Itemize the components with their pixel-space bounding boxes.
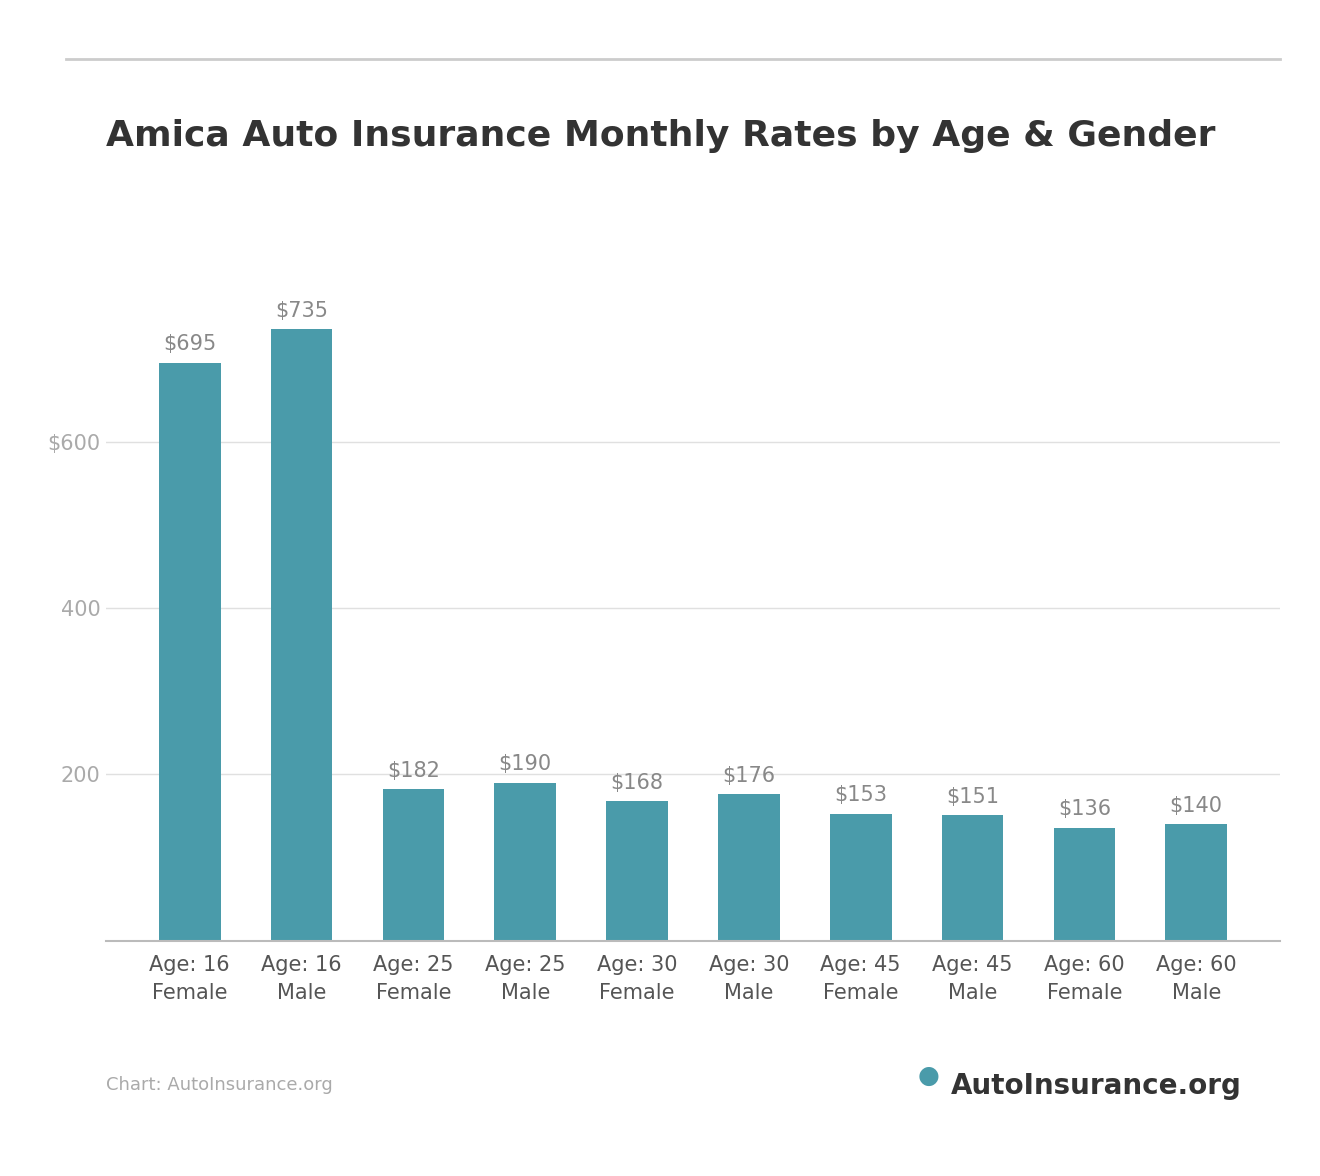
Text: $182: $182	[387, 761, 440, 781]
Text: $176: $176	[722, 766, 775, 786]
Text: $153: $153	[834, 786, 887, 806]
Bar	[383, 789, 444, 941]
Bar	[718, 795, 780, 941]
Text: $190: $190	[499, 755, 552, 775]
Text: $735: $735	[275, 301, 329, 321]
Bar	[942, 815, 1003, 941]
Text: ●: ●	[917, 1064, 940, 1088]
Bar	[830, 814, 891, 941]
Text: $695: $695	[164, 334, 216, 354]
Text: $140: $140	[1170, 796, 1222, 816]
Text: AutoInsurance.org: AutoInsurance.org	[950, 1071, 1241, 1100]
Bar	[495, 783, 556, 941]
Bar	[271, 329, 333, 941]
Text: $136: $136	[1057, 800, 1111, 820]
Text: Chart: AutoInsurance.org: Chart: AutoInsurance.org	[106, 1076, 333, 1094]
Bar	[606, 801, 668, 941]
Text: $151: $151	[946, 787, 999, 807]
Bar	[1166, 824, 1228, 941]
Bar	[1053, 828, 1115, 941]
Bar	[158, 362, 220, 941]
Text: $168: $168	[611, 773, 664, 793]
Text: Amica Auto Insurance Monthly Rates by Age & Gender: Amica Auto Insurance Monthly Rates by Ag…	[106, 119, 1216, 153]
